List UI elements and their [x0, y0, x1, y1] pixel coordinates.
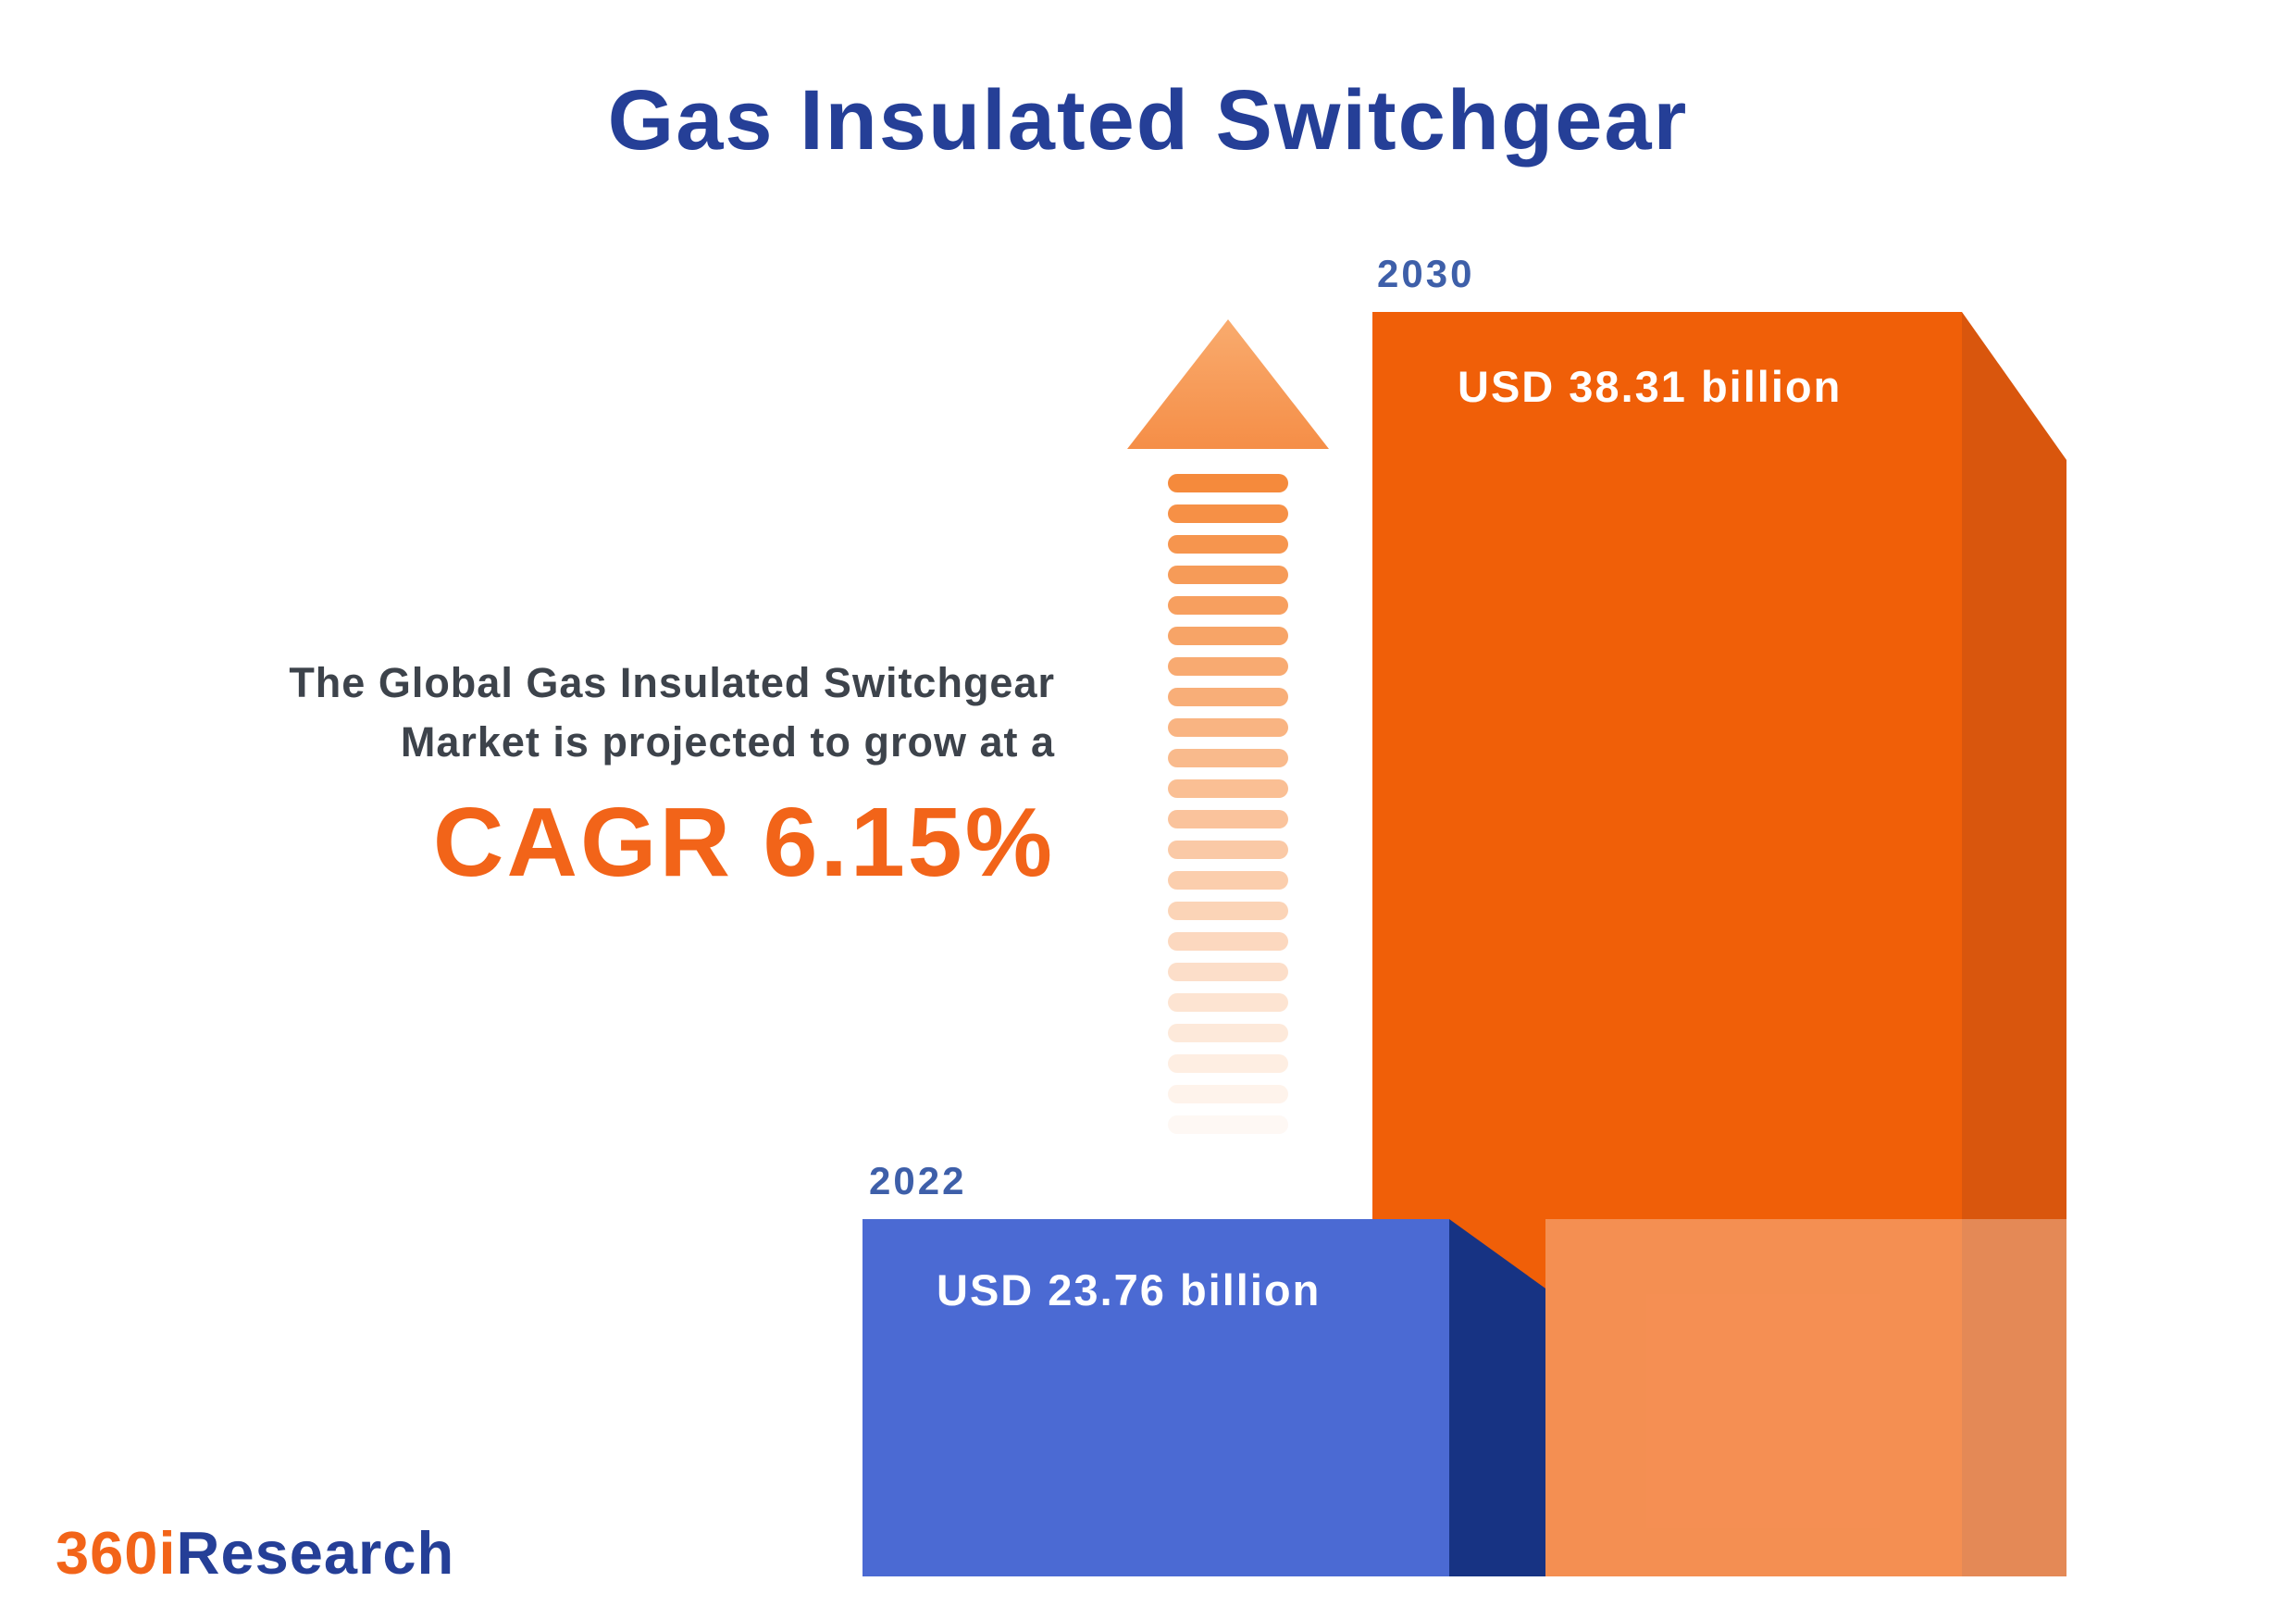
arrow-dash [1168, 779, 1288, 798]
arrow-dash [1168, 596, 1288, 615]
brand-logo-prefix: 360i [56, 1519, 177, 1587]
annotation-text: The Global Gas Insulated Switchgear Mark… [0, 654, 1055, 772]
arrow-dash [1168, 810, 1288, 828]
bar-2022-front [863, 1219, 1449, 1576]
arrow-dash [1168, 504, 1288, 523]
page-title: Gas Insulated Switchgear [607, 73, 1689, 168]
bar-2022-year-label: 2022 [869, 1159, 967, 1202]
arrow-dash [1168, 566, 1288, 584]
bar-2030-year-label: 2030 [1377, 252, 1475, 295]
arrow-dash [1168, 993, 1288, 1012]
arrow-dash [1168, 932, 1288, 951]
bar-2022-side [1449, 1219, 1545, 1576]
arrow-dash [1168, 871, 1288, 890]
arrow-dash [1168, 718, 1288, 737]
arrow-dash [1168, 841, 1288, 859]
arrow-dash [1168, 1024, 1288, 1042]
arrow-dash [1168, 902, 1288, 920]
arrow-dash [1168, 627, 1288, 645]
cagr-value: CAGR 6.15% [432, 788, 1055, 897]
arrow-dash [1168, 963, 1288, 981]
arrow-dash [1168, 749, 1288, 767]
arrow-dash [1168, 1115, 1288, 1134]
bar-2030-light-overlay [1545, 1219, 2066, 1576]
bar-2022-value-label: USD 23.76 billion [937, 1265, 1322, 1314]
growth-arrow-dashes [1168, 474, 1288, 1134]
annotation-line-2: Market is projected to grow at a [400, 717, 1055, 766]
brand-logo: 360iResearch [56, 1518, 454, 1588]
growth-arrow-head-icon [1127, 319, 1329, 449]
annotation-line-1: The Global Gas Insulated Switchgear [289, 659, 1055, 706]
arrow-dash [1168, 1085, 1288, 1103]
bar-2030-value-label: USD 38.31 billion [1458, 362, 1843, 411]
arrow-dash [1168, 474, 1288, 492]
arrow-dash [1168, 688, 1288, 706]
arrow-dash [1168, 535, 1288, 554]
arrow-dash [1168, 657, 1288, 676]
bar-2030-side [1962, 312, 2066, 1576]
arrow-dash [1168, 1054, 1288, 1073]
brand-logo-suffix: Research [176, 1519, 455, 1587]
